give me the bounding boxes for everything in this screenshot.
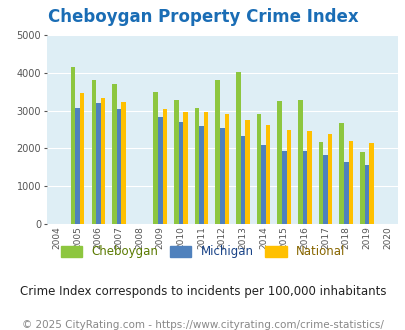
Bar bbox=[178, 122, 183, 224]
Bar bbox=[286, 130, 290, 224]
Bar bbox=[194, 108, 199, 224]
Bar bbox=[256, 114, 261, 224]
Bar bbox=[183, 112, 188, 224]
Bar bbox=[265, 125, 270, 224]
Bar bbox=[121, 102, 126, 224]
Bar bbox=[199, 126, 203, 224]
Bar bbox=[277, 101, 281, 224]
Bar bbox=[364, 165, 368, 224]
Bar bbox=[75, 108, 80, 224]
Bar bbox=[96, 103, 100, 224]
Bar bbox=[71, 67, 75, 224]
Bar bbox=[318, 143, 322, 224]
Bar bbox=[153, 91, 158, 224]
Bar bbox=[162, 109, 167, 224]
Bar bbox=[327, 134, 332, 224]
Bar bbox=[203, 113, 208, 224]
Bar bbox=[297, 100, 302, 224]
Bar bbox=[224, 114, 228, 224]
Bar bbox=[261, 146, 265, 224]
Bar bbox=[322, 155, 327, 224]
Bar bbox=[158, 117, 162, 224]
Bar bbox=[359, 152, 364, 224]
Bar bbox=[343, 162, 347, 224]
Bar bbox=[245, 120, 249, 224]
Text: © 2025 CityRating.com - https://www.cityrating.com/crime-statistics/: © 2025 CityRating.com - https://www.city… bbox=[22, 320, 383, 330]
Bar bbox=[339, 123, 343, 224]
Text: Crime Index corresponds to incidents per 100,000 inhabitants: Crime Index corresponds to incidents per… bbox=[20, 285, 385, 298]
Bar bbox=[174, 100, 178, 224]
Bar bbox=[368, 143, 373, 224]
Bar bbox=[215, 80, 220, 224]
Bar bbox=[112, 84, 116, 224]
Bar bbox=[236, 72, 240, 224]
Bar bbox=[307, 131, 311, 224]
Bar bbox=[281, 151, 286, 224]
Bar bbox=[220, 128, 224, 224]
Text: Cheboygan Property Crime Index: Cheboygan Property Crime Index bbox=[47, 8, 358, 26]
Bar bbox=[347, 141, 352, 224]
Bar bbox=[302, 151, 307, 224]
Bar bbox=[80, 93, 84, 224]
Bar bbox=[91, 80, 96, 224]
Legend: Cheboygan, Michigan, National: Cheboygan, Michigan, National bbox=[55, 241, 350, 263]
Bar bbox=[240, 136, 245, 224]
Bar bbox=[116, 109, 121, 224]
Bar bbox=[100, 98, 105, 224]
